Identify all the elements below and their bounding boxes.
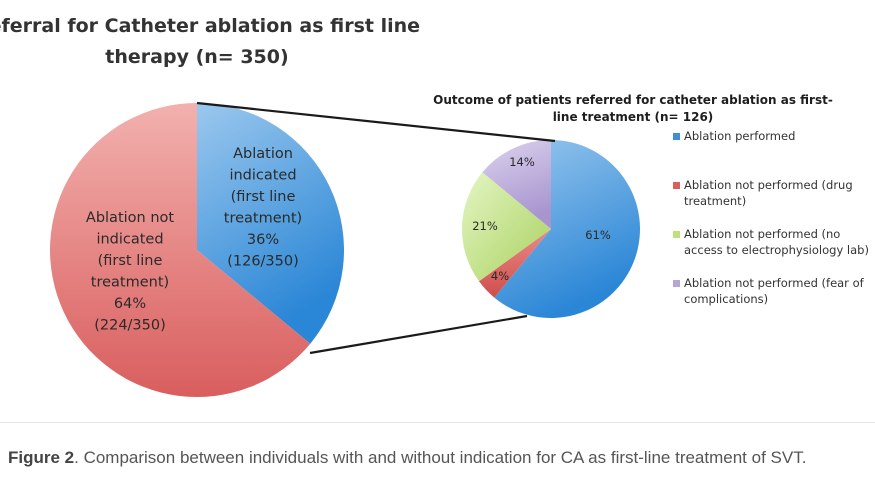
legend-label-ablation-not-performed-drug-treatment-line-1: Ablation not performed (drug [684, 178, 853, 192]
right-chart-legend: Ablation performed Ablation not performed… [673, 129, 869, 306]
big-pie-labels: Ablation indicated (first line treatment) 36… [86, 146, 302, 334]
caption-text: . Comparison between individuals with an… [74, 448, 807, 467]
small-pie-slice-ablation-performed [494, 140, 640, 318]
legend-swatch-ablation-not-performed-fear-of-complications [673, 280, 680, 287]
big-pie-label-not-indicated-line-6: (224/350) [94, 318, 166, 334]
big-pie [50, 103, 345, 397]
right-chart-title-line-2: line treatment (n= 126) [553, 110, 714, 124]
big-pie-slice-ablation-not-indicated-first-line-treatment [50, 103, 311, 397]
small-pie-slice-ablation-not-performed-fear-of-complications [482, 140, 551, 229]
legend-swatch-ablation-not-performed-no-access-to-electrophysiology-lab [673, 231, 680, 238]
caption-divider [0, 422, 875, 423]
legend-label-ablation-not-performed-fear-of-complications-line-2: complications) [684, 292, 768, 306]
legend-label-ablation-not-performed-fear-of-complications-line-1: Ablation not performed (fear of [684, 276, 865, 290]
small-pie-label-ablation-not-performed-drug-treatment: 4% [491, 269, 509, 283]
legend-label-ablation-not-performed-drug-treatment-line-2: treatment) [684, 194, 746, 208]
small-pie-slice-ablation-not-performed-no-access-to-electrophysiology-lab [462, 172, 551, 282]
small-pie-slice-ablation-not-performed-drug-treatment [479, 229, 551, 298]
connector-line-bottom [309, 314, 528, 355]
big-pie-slice-ablation-indicated-first-line-treatment [197, 103, 345, 344]
right-chart-title-line-1: Outcome of patients referred for cathete… [433, 93, 833, 107]
legend-swatch-ablation-performed [673, 133, 680, 140]
legend-label-ablation-performed-line-1: Ablation performed [684, 129, 795, 143]
left-chart-title-line-2: therapy (n= 350) [105, 46, 288, 68]
figure-caption: Figure 2. Comparison between individuals… [8, 446, 858, 470]
big-pie-label-not-indicated-line-5: 64% [114, 296, 146, 312]
legend-label-ablation-not-performed-no-access-to-electrophysiology-lab-line-1: Ablation not performed (no [684, 227, 840, 241]
big-pie-label-not-indicated-line-3: (first line [98, 253, 163, 269]
small-pie-labels: 61% 4% 21% 14% [472, 155, 611, 283]
big-pie-label-indicated-line-3: (first line [231, 189, 296, 205]
small-pie [462, 140, 640, 318]
big-pie-label-indicated-line-5: 36% [247, 232, 279, 248]
figure-image: Referral for Catheter ablation as first … [0, 15, 869, 397]
legend-swatch-ablation-not-performed-drug-treatment [673, 182, 680, 189]
big-pie-label-not-indicated-line-1: Ablation not [86, 210, 174, 226]
small-pie-label-ablation-not-performed-fear-of-complications: 14% [509, 155, 535, 169]
connector-line-top [196, 101, 556, 143]
big-pie-label-indicated-line-6: (126/350) [227, 254, 299, 270]
big-pie-label-not-indicated-line-2: indicated [96, 232, 163, 248]
caption-label: Figure 2 [8, 448, 75, 467]
big-pie-label-indicated-line-1: Ablation [233, 146, 293, 162]
legend-label-ablation-not-performed-no-access-to-electrophysiology-lab-line-2: access to electrophysiology lab) [684, 243, 869, 257]
pie-chart-figure: Referral for Catheter ablation as first … [0, 15, 869, 397]
big-pie-label-indicated-line-2: indicated [229, 168, 296, 184]
small-pie-label-ablation-not-performed-no-access-to-electrophysiology-lab: 21% [472, 219, 498, 233]
left-chart-title-line-1: Referral for Catheter ablation as first … [0, 15, 420, 37]
big-pie-label-indicated-line-4: treatment) [224, 211, 302, 227]
big-pie-label-not-indicated-line-4: treatment) [91, 275, 169, 291]
small-pie-label-ablation-performed: 61% [585, 228, 611, 242]
